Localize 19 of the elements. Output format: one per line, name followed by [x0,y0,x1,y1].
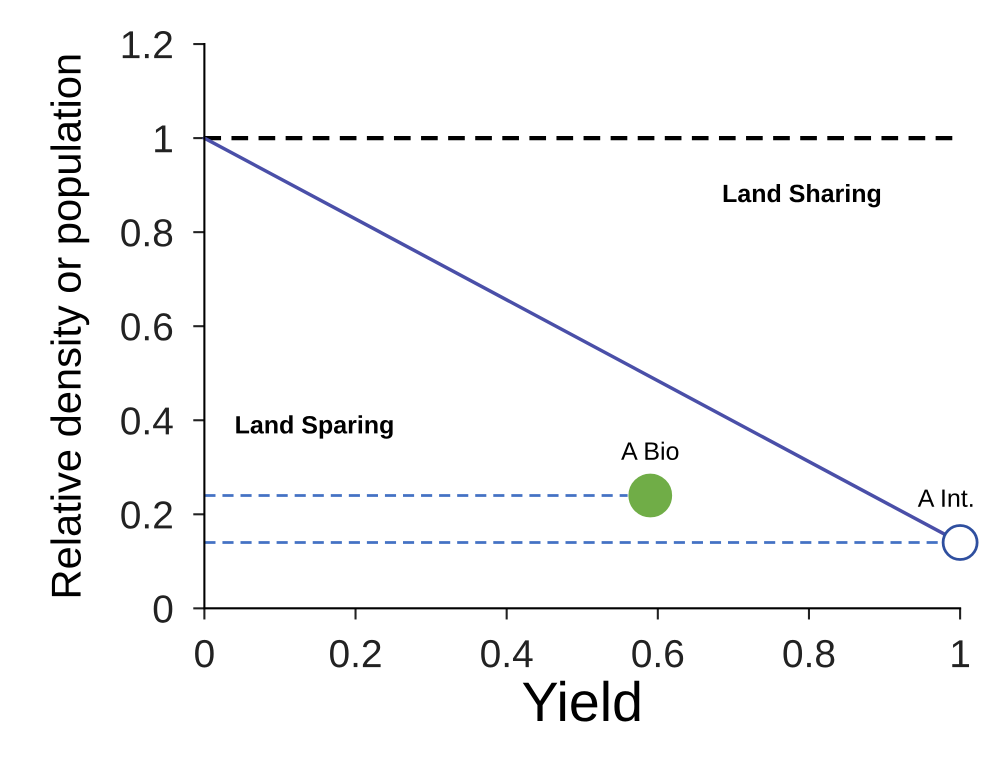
y-axis-title: Relative density or population [50,56,90,596]
x-tick-label: 0.8 [783,640,834,668]
y-tick-label: 0.8 [121,219,172,247]
y-tick-label: 1.2 [122,30,172,58]
x-tick-label: 0.4 [481,640,533,668]
y-tick-label: 1 [155,125,172,152]
annotation: Land Sparing [236,415,393,439]
annotation: Land Sharing [724,184,880,208]
x-axis-title: Yield [522,680,640,722]
x-tick-label: 0.6 [632,640,684,668]
annotation: A Bio [621,442,678,460]
y-tick-label: 0.2 [121,501,172,529]
y-tick-label: 0.4 [121,407,173,435]
y-tick-label: 0 [154,595,172,623]
x-tick-label: 0.2 [330,640,381,668]
annotation: A Int. [918,490,972,507]
y-tick-label: 0.6 [121,313,172,341]
x-tick-label: 0 [195,640,214,668]
x-tick-label: 1 [952,640,970,668]
